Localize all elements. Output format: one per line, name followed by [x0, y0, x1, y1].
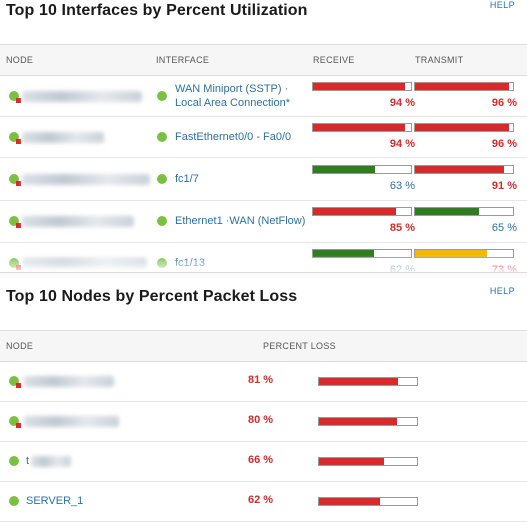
alert-badge-icon — [16, 223, 21, 228]
transmit-bar — [414, 82, 514, 91]
alert-badge-icon — [16, 181, 21, 186]
node-name-redacted[interactable] — [22, 132, 104, 143]
alert-badge-icon — [16, 423, 21, 428]
node-name-redacted[interactable] — [24, 416, 119, 427]
receive-bar-fill — [313, 124, 406, 131]
receive-bar-fill — [313, 208, 397, 215]
node-name-redacted[interactable] — [22, 91, 142, 102]
node-name-redacted[interactable] — [22, 174, 150, 185]
interface-row[interactable]: fc1/7 63 % 91 % — [0, 157, 527, 201]
receive-bar — [312, 207, 412, 216]
node-name-redacted[interactable] — [31, 456, 71, 467]
packet-loss-row[interactable]: 81 % — [0, 361, 527, 402]
alert-badge-icon — [16, 139, 21, 144]
packet-loss-panel-title: Top 10 Nodes by Percent Packet Loss — [6, 288, 298, 305]
node-status-icon — [9, 174, 21, 186]
alert-badge-icon — [16, 98, 21, 103]
receive-bar — [312, 82, 412, 91]
interface-link[interactable]: FastEthernet0/0 - Fa0/0 — [175, 131, 292, 143]
receive-percent: 63 % — [389, 180, 415, 192]
transmit-bar — [414, 165, 514, 174]
transmit-bar-fill — [415, 250, 487, 257]
receive-bar — [312, 123, 412, 132]
receive-percent: 94 % — [389, 138, 415, 150]
node-name-redacted[interactable] — [24, 376, 114, 387]
interface-status-icon — [157, 91, 167, 101]
col-receive[interactable]: RECEIVE — [313, 55, 355, 65]
loss-bar-fill — [319, 458, 384, 465]
receive-bar-fill — [313, 166, 375, 173]
loss-bar-fill — [319, 378, 399, 385]
packet-loss-panel: Top 10 Nodes by Percent Packet Loss HELP… — [0, 278, 527, 522]
interface-status-icon — [157, 174, 167, 184]
node-status-icon — [9, 91, 21, 103]
loss-bar — [318, 457, 418, 466]
receive-bar-fill — [313, 250, 374, 257]
col-percent-loss[interactable]: PERCENT LOSS — [263, 341, 336, 351]
interfaces-panel: Top 10 Interfaces by Percent Utilization… — [0, 0, 527, 284]
loss-percent: 62 % — [248, 494, 274, 506]
transmit-percent: 96 % — [491, 138, 517, 150]
node-name-redacted[interactable] — [22, 216, 134, 227]
panel-divider — [0, 272, 527, 278]
transmit-bar — [414, 207, 514, 216]
node-status-icon — [9, 376, 21, 388]
transmit-percent: 65 % — [491, 222, 517, 234]
packet-loss-row[interactable]: SERVER_1 62 % — [0, 481, 527, 522]
node-link[interactable]: SERVER_1 — [26, 495, 84, 507]
receive-percent: 85 % — [389, 222, 415, 234]
loss-percent: 66 % — [248, 454, 274, 466]
packet-loss-help-link[interactable]: HELP — [489, 286, 515, 296]
loss-bar — [318, 417, 418, 426]
loss-percent: 80 % — [248, 414, 274, 426]
node-status-icon — [9, 416, 21, 428]
loss-percent: 81 % — [248, 374, 274, 386]
receive-bar — [312, 165, 412, 174]
interfaces-help-link[interactable]: HELP — [489, 0, 515, 10]
transmit-bar — [414, 123, 514, 132]
interface-row[interactable]: Ethernet1 ·WAN (NetFlow) 85 % 65 % — [0, 200, 527, 243]
node-status-icon — [9, 456, 19, 466]
interface-row[interactable]: FastEthernet0/0 - Fa0/0 94 % 96 % — [0, 116, 527, 158]
interface-link[interactable]: WAN Miniport (SSTP) · Local Area Connect… — [175, 83, 290, 109]
interface-status-icon — [157, 216, 167, 226]
node-status-icon — [9, 216, 21, 228]
interface-row[interactable]: WAN Miniport (SSTP) · Local Area Connect… — [0, 75, 527, 117]
interface-link[interactable]: Ethernet1 ·WAN (NetFlow) — [175, 215, 306, 227]
node-status-icon — [9, 496, 19, 506]
col-transmit[interactable]: TRANSMIT — [415, 55, 464, 65]
col-interface[interactable]: INTERFACE — [156, 55, 210, 65]
transmit-bar-fill — [415, 208, 479, 215]
transmit-percent: 91 % — [491, 180, 517, 192]
packet-loss-row[interactable]: 80 % — [0, 401, 527, 442]
transmit-bar-fill — [415, 166, 505, 173]
alert-badge-icon — [16, 383, 21, 388]
scroll-fade — [0, 255, 527, 272]
interfaces-table-header: NODE INTERFACE RECEIVE TRANSMIT — [0, 44, 527, 76]
transmit-percent: 96 % — [491, 97, 517, 109]
loss-bar — [318, 497, 418, 506]
loss-bar — [318, 377, 418, 386]
receive-bar-fill — [313, 83, 406, 90]
transmit-bar-fill — [415, 83, 510, 90]
packet-loss-row[interactable]: t 66 % — [0, 441, 527, 482]
loss-bar-fill — [319, 498, 380, 505]
col-node[interactable]: NODE — [6, 55, 34, 65]
interface-status-icon — [157, 132, 167, 142]
loss-bar-fill — [319, 418, 398, 425]
node-link[interactable]: t — [26, 455, 30, 467]
node-status-icon — [9, 132, 21, 144]
interfaces-panel-title: Top 10 Interfaces by Percent Utilization — [6, 2, 308, 19]
col-node[interactable]: NODE — [6, 341, 34, 351]
packet-loss-table-header: NODE PERCENT LOSS — [0, 330, 527, 362]
receive-percent: 94 % — [389, 97, 415, 109]
interface-link[interactable]: fc1/7 — [175, 173, 199, 185]
transmit-bar-fill — [415, 124, 510, 131]
